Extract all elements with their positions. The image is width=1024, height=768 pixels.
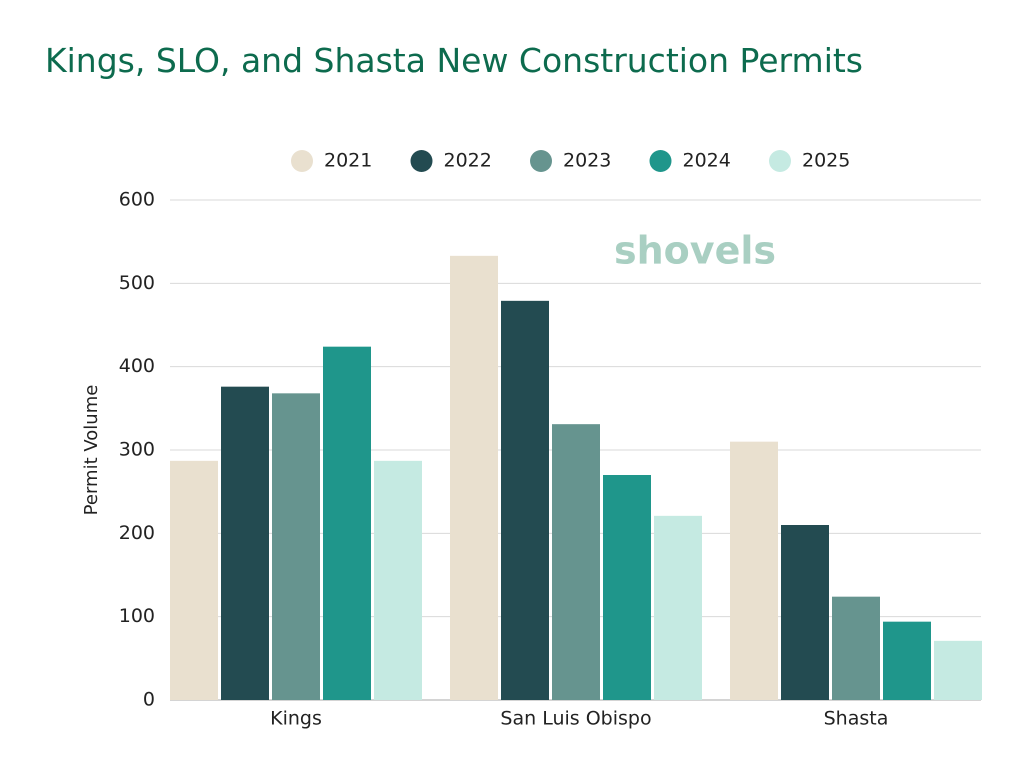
y-axis-label: Permit Volume [81, 385, 102, 516]
y-tick-label: 600 [119, 189, 155, 211]
bar [170, 460, 218, 700]
bar [374, 460, 422, 700]
legend-label: 2023 [563, 150, 611, 172]
x-tick-label: Shasta [824, 708, 889, 730]
legend-label: 2021 [324, 150, 372, 172]
y-tick-label: 100 [119, 605, 155, 627]
y-tick-label: 500 [119, 272, 155, 294]
bar [781, 525, 829, 700]
bar [654, 515, 702, 700]
legend-swatch [649, 150, 672, 172]
x-tick-label: Kings [270, 708, 322, 730]
bar [603, 475, 651, 700]
legend-swatch [769, 150, 791, 172]
legend-label: 2024 [683, 150, 731, 172]
bar [323, 346, 371, 700]
bar [221, 386, 269, 700]
chart-title: Kings, SLO, and Shasta New Construction … [45, 41, 863, 80]
x-tick-label: San Luis Obispo [500, 708, 651, 730]
y-tick-label: 400 [119, 355, 155, 377]
bar [272, 393, 320, 700]
watermark: shovels [614, 229, 776, 273]
bar [552, 424, 600, 700]
bar [730, 441, 778, 700]
y-tick-label: 200 [119, 522, 155, 544]
legend-label: 2022 [444, 150, 492, 172]
bar [832, 596, 880, 700]
bar [883, 621, 931, 700]
legend-swatch [291, 150, 313, 172]
bar [450, 255, 498, 701]
legend-swatch [530, 150, 552, 172]
bar [501, 300, 549, 700]
bar [934, 640, 982, 700]
y-tick-label: 0 [143, 689, 155, 711]
legend-label: 2025 [802, 150, 850, 172]
legend-swatch [410, 150, 433, 172]
y-tick-label: 300 [119, 439, 155, 461]
